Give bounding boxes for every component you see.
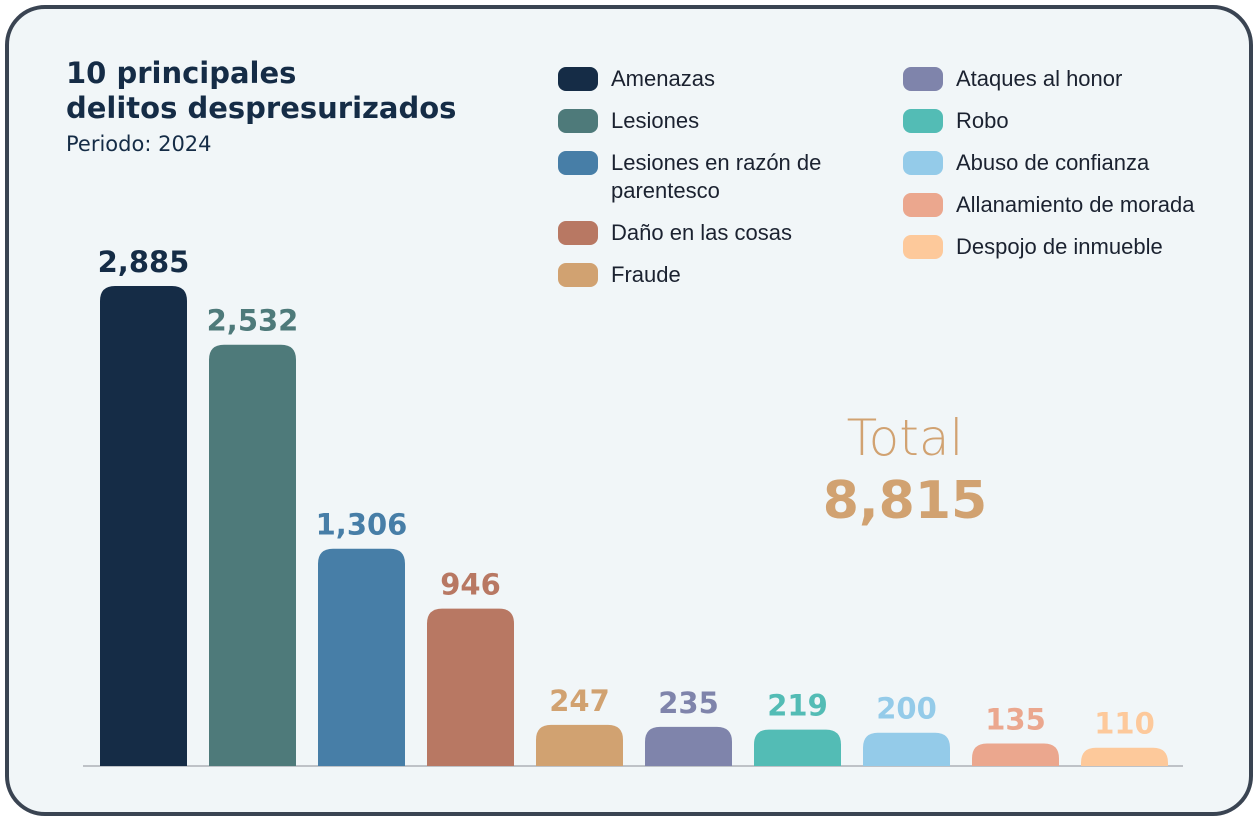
legend-swatch <box>903 193 943 217</box>
legend-swatch <box>558 151 598 175</box>
legend-item: Fraude <box>558 261 839 289</box>
legend-label: Fraude <box>611 262 681 287</box>
legend-swatch <box>558 109 598 133</box>
legend-swatch <box>903 109 943 133</box>
legend-swatch <box>903 235 943 259</box>
value-label: 2,532 <box>207 304 299 338</box>
legend-label: Robo <box>956 108 1009 133</box>
legend-swatch <box>558 263 598 287</box>
legend-item: Lesiones <box>558 107 839 135</box>
legend-swatch <box>903 151 943 175</box>
value-label: 2,885 <box>98 245 190 279</box>
legend-item: Lesiones en razón de parentesco <box>558 149 839 205</box>
legend-item: Allanamiento de morada <box>903 191 1208 219</box>
bar <box>536 724 623 766</box>
bar <box>645 726 732 766</box>
bar <box>972 743 1059 766</box>
value-label: 135 <box>985 703 1046 737</box>
legend-item: Ataques al honor <box>903 65 1208 93</box>
total-value: 8,815 <box>823 471 987 531</box>
legend-label: Abuso de confianza <box>956 150 1150 175</box>
legend-item: Amenazas <box>558 65 839 93</box>
legend: Amenazas Lesiones Lesiones en razón de par… <box>558 65 839 289</box>
bar <box>754 729 841 766</box>
legend-item: Abuso de confianza <box>903 149 1208 177</box>
chart-subtitle: Periodo: 2024 <box>66 132 212 156</box>
legend: Ataques al honor Robo Abuso de confianza Al… <box>903 65 1208 261</box>
value-label: 247 <box>549 684 610 718</box>
bar <box>318 548 405 766</box>
legend-swatch <box>558 67 598 91</box>
legend-label: Lesiones <box>611 108 700 133</box>
legend-item: Daño en las cosas <box>558 219 839 247</box>
bar <box>100 286 187 766</box>
bar <box>1081 747 1168 766</box>
legend-label: Despojo de inmueble <box>956 234 1163 259</box>
total-label: Total <box>847 409 964 467</box>
value-label: 1,306 <box>316 508 408 542</box>
legend-label: Daño en las cosas <box>611 220 792 245</box>
bar <box>209 344 296 766</box>
legend-label: Ataques al honor <box>956 66 1123 91</box>
legend-label: Lesiones en razón de parentesco <box>611 150 822 203</box>
legend-swatch <box>903 67 943 91</box>
value-label: 200 <box>876 692 937 726</box>
value-label: 235 <box>658 686 719 720</box>
legend-label: Allanamiento de morada <box>956 192 1195 217</box>
bar <box>427 608 514 766</box>
legend-item: Despojo de inmueble <box>903 233 1208 261</box>
value-label: 219 <box>767 689 828 723</box>
value-label: 110 <box>1094 707 1155 741</box>
chart-title: 10 principales delitos despresurizados <box>66 56 457 125</box>
legend-swatch <box>558 221 598 245</box>
value-label: 946 <box>440 568 501 602</box>
bar <box>863 732 950 766</box>
legend-item: Robo <box>903 107 1208 135</box>
legend-label: Amenazas <box>611 66 715 91</box>
